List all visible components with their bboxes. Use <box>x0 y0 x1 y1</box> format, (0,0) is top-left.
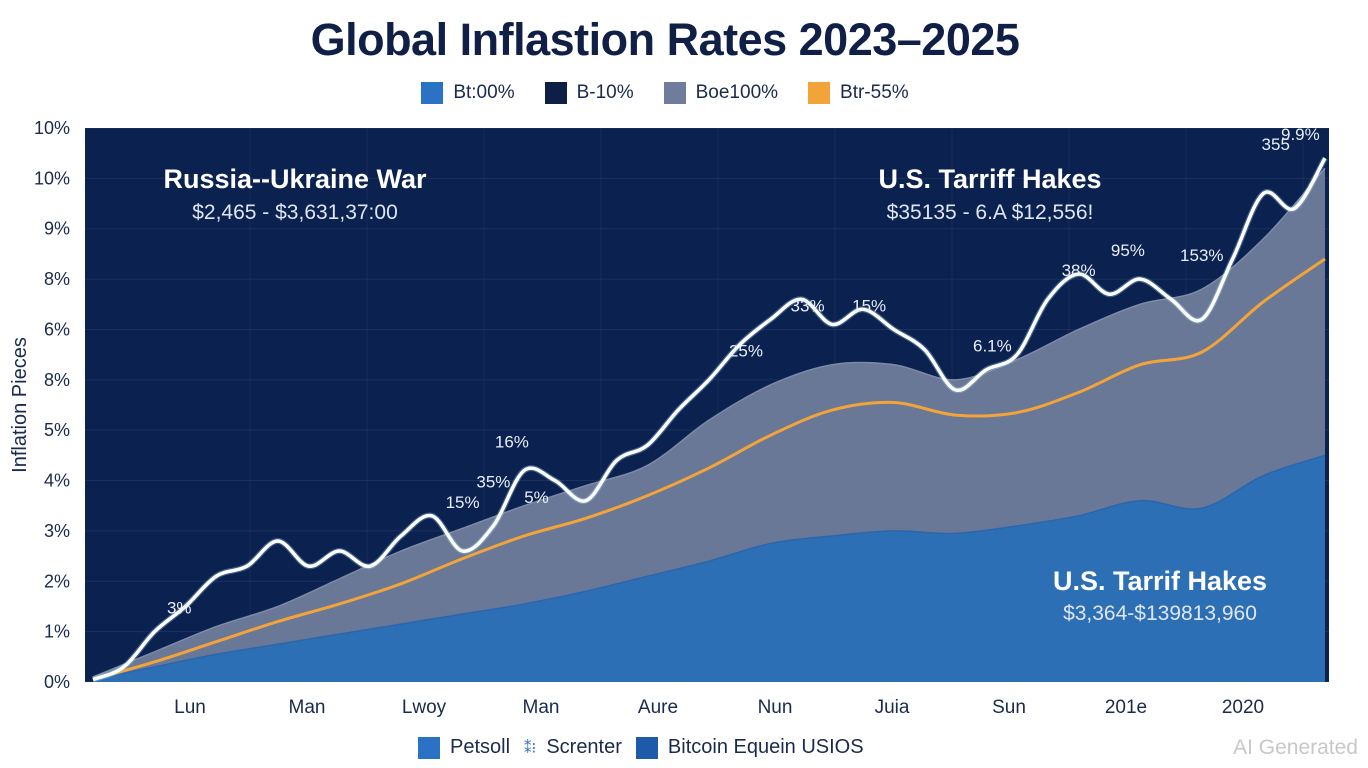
legend-bottom: Petsoll ⁑⁝ Screnter Bitcoin Equein USIOS <box>418 736 864 759</box>
y-tick-label: 10% <box>34 168 70 188</box>
area-series-edge <box>92 167 1326 678</box>
legend-swatch <box>418 736 440 759</box>
x-tick-label: Aure <box>638 697 678 718</box>
data-label: 33% <box>791 296 825 315</box>
data-label: 95% <box>1111 241 1145 260</box>
y-tick-label: 10% <box>34 118 70 138</box>
legend-item: Bitcoin Equein USIOS <box>635 736 864 759</box>
x-tick-label: Man <box>523 697 560 718</box>
line-series <box>92 157 1327 682</box>
annotation-title: U.S. Tarrif Hakes <box>1053 566 1267 596</box>
data-label: 15% <box>446 493 480 512</box>
legend-item: ⁑⁝ Screnter <box>524 736 622 759</box>
legend-label: Bt:00% <box>453 82 515 103</box>
y-tick-label: 2% <box>44 571 70 591</box>
watermark: AI Generated <box>1233 736 1358 759</box>
line-series <box>92 257 1326 681</box>
annotation-title: Russia--Ukraine War <box>163 164 427 194</box>
x-tick-label: 201e <box>1105 697 1147 718</box>
legend-label: Screnter <box>546 736 622 758</box>
annotation-subtitle: $2,465 - $3,631,37:00 <box>192 201 398 224</box>
data-label: 9.9% <box>1281 125 1320 144</box>
x-tick-label: Lun <box>174 697 206 718</box>
data-label: 16% <box>495 432 529 451</box>
legend-swatch <box>635 736 658 759</box>
x-tick-label: Lwoy <box>402 697 447 718</box>
cross-marker-icon: ⁑⁝ <box>524 739 537 757</box>
legend-item: Petsoll <box>418 736 510 759</box>
y-tick-label: 4% <box>44 471 70 491</box>
legend-item: Btr-55% <box>808 82 909 104</box>
legend-item: Bt:00% <box>421 82 515 104</box>
data-label: 6.1% <box>973 337 1012 356</box>
data-label: 355 <box>1262 135 1290 154</box>
y-tick-label: 8% <box>44 370 70 390</box>
chart-title: Global Inflastion Rates 2023–2025 <box>310 14 1020 65</box>
legend-label: B-10% <box>576 82 634 103</box>
y-tick-label: 9% <box>44 219 70 239</box>
y-tick-label: 5% <box>44 420 70 440</box>
area-series-edge <box>92 454 1326 681</box>
data-label: 3% <box>167 599 192 618</box>
annotation-title: U.S. Tarriff Hakes <box>878 164 1101 194</box>
x-tick-label: Sun <box>992 697 1026 718</box>
legend-swatch <box>544 82 567 104</box>
y-tick-label: 0% <box>44 672 70 692</box>
x-tick-label: Juia <box>875 697 910 718</box>
legend-item: B-10% <box>544 82 634 104</box>
legend-top: Bt:00% B-10% Boe100% Btr-55% <box>0 82 1330 104</box>
area-series <box>93 455 1325 682</box>
legend-label: Btr-55% <box>840 82 909 103</box>
y-tick-label: 8% <box>44 269 70 289</box>
x-tick-label: Man <box>289 697 326 718</box>
y-tick-label: 3% <box>44 521 70 541</box>
data-label: 153% <box>1180 246 1223 265</box>
data-label: 38% <box>1062 261 1096 280</box>
y-tick-label: 6% <box>44 319 70 339</box>
legend-swatch <box>808 82 831 104</box>
legend-swatch <box>421 82 444 104</box>
annotation-subtitle: $3,364-$139813,960 <box>1063 602 1257 625</box>
legend-label: Bitcoin Equein USIOS <box>667 736 864 758</box>
data-label: 5% <box>524 488 549 507</box>
data-label: 25% <box>729 342 763 361</box>
legend-label: Boe100% <box>695 82 779 103</box>
data-label: 35% <box>476 473 510 492</box>
x-tick-label: Nun <box>758 697 793 718</box>
data-label: 15% <box>852 296 886 315</box>
legend-item: Boe100% <box>663 82 779 104</box>
legend-swatch <box>663 82 686 104</box>
x-tick-label: 2020 <box>1222 697 1264 718</box>
annotation-subtitle: $35135 - 6.A $12,556! <box>887 201 1094 224</box>
y-tick-label: 1% <box>44 622 70 642</box>
y-axis-label: Inflation Pieces <box>9 337 31 473</box>
legend-label: Petsoll <box>450 736 511 758</box>
